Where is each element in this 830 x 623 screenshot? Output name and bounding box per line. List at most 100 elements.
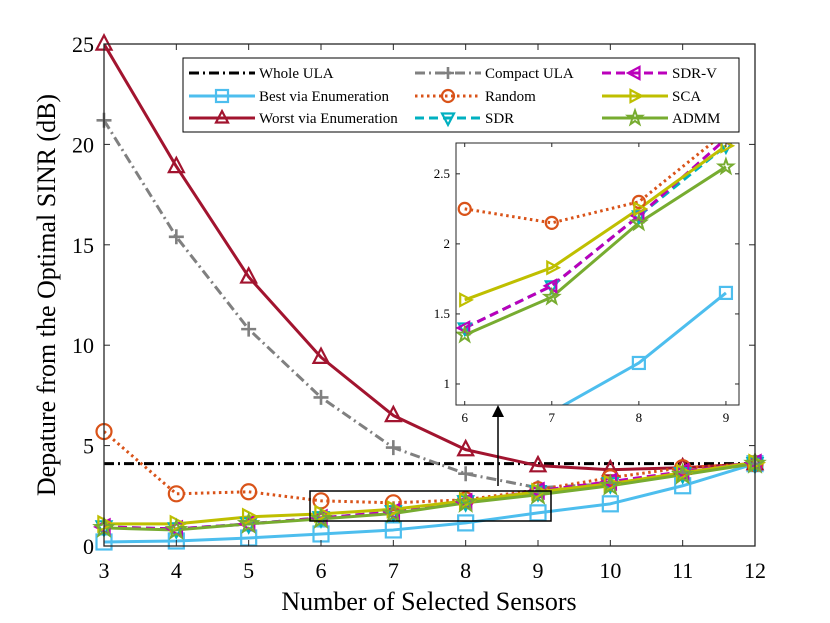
inset-y-tick-label: 2.5 <box>434 166 450 181</box>
inset-markers-group <box>456 143 736 405</box>
main-point-compact-ula-6 <box>313 389 329 405</box>
main-point-admm-6 <box>309 506 333 529</box>
inset-x-tick-label: 9 <box>723 410 730 425</box>
main-x-tick-label: 12 <box>744 558 766 583</box>
inset-point-admm-9 <box>715 156 736 176</box>
main-point-compact-ula-8 <box>458 466 474 482</box>
main-y-tick-label: 25 <box>72 32 94 57</box>
main-point-admm-11 <box>670 462 695 485</box>
main-point-admm-8 <box>453 490 478 513</box>
inset-series-line-random <box>464 143 715 225</box>
main-y-tick-label: 20 <box>72 132 94 157</box>
inset-y-tick-label: 1.5 <box>434 306 450 321</box>
main-x-tick-label: 8 <box>460 558 471 583</box>
inset-y-tick-label: 1 <box>444 376 451 391</box>
inset-x-tick-label: 6 <box>461 410 468 425</box>
inset-ticks: 6 7 8 9 1 1.5 2 2.5 <box>434 143 739 425</box>
inset-x-tick-label: 8 <box>636 410 643 425</box>
main-point-best-via-enumeration-8 <box>457 514 475 532</box>
main-series-line-sca <box>104 461 755 526</box>
inset-point-admm-8 <box>628 212 649 232</box>
main-point-worst-via-enumeration-9 <box>528 454 548 473</box>
inset-point-sca-8 <box>633 201 649 217</box>
main-point-random-4 <box>167 485 185 503</box>
main-point-compact-ula-7 <box>385 440 401 456</box>
zoom-region-box <box>309 490 552 522</box>
main-series-line-worst-via-enumeration <box>104 44 755 472</box>
main-x-tick-label: 9 <box>533 558 544 583</box>
inset-background <box>456 143 739 405</box>
zoom-arrow-head <box>492 405 504 417</box>
legend-marker-sdr <box>440 112 456 128</box>
inset-series-line-best-via-enumeration <box>561 291 727 405</box>
main-point-worst-via-enumeration-4 <box>167 155 186 174</box>
main-point-worst-via-enumeration-7 <box>384 404 403 423</box>
main-x-tick-label: 5 <box>243 558 254 583</box>
inset-axes-box <box>455 142 740 406</box>
legend-label-random: Random <box>485 89 536 105</box>
legend-label-best-via-enumeration: Best via Enumeration <box>259 89 389 105</box>
inset-series-group <box>464 143 727 405</box>
main-series-line-admm <box>104 462 755 532</box>
legend-marker-admm <box>624 107 646 127</box>
main-point-compact-ula-4 <box>168 229 184 245</box>
main-series-line-random <box>104 430 755 505</box>
main-y-tick-label: 10 <box>72 333 94 358</box>
inset-point-best-via-enumeration-8 <box>631 355 646 371</box>
main-x-tick-label: 6 <box>316 558 327 583</box>
y-axis-label: Depature from the Optimal SINR (dB) <box>32 94 61 496</box>
inset-series-line-admm <box>464 165 727 337</box>
main-point-admm-7 <box>381 501 406 524</box>
main-y-tick-label: 5 <box>83 434 94 459</box>
legend-label-admm: ADMM <box>672 111 720 127</box>
main-x-tick-label: 4 <box>171 558 182 583</box>
main-point-admm-9 <box>526 482 550 505</box>
main-point-sca-6 <box>314 504 332 524</box>
inset-point-sdr-v-7 <box>542 278 558 294</box>
main-point-random-5 <box>240 483 258 501</box>
legend-label-sca: SCA <box>672 89 701 105</box>
main-point-admm-10 <box>598 473 623 496</box>
x-axis-label: Number of Selected Sensors <box>281 587 576 616</box>
main-y-tick-label: 0 <box>83 534 94 559</box>
inset-point-best-via-enumeration-9 <box>718 285 734 301</box>
main-point-worst-via-enumeration-5 <box>239 265 258 284</box>
legend-label-compact-ula: Compact ULA <box>485 66 574 82</box>
inset-x-tick-label: 7 <box>549 410 556 425</box>
main-point-worst-via-enumeration-6 <box>311 346 331 364</box>
main-axes-box <box>103 43 756 547</box>
legend-marker-sdr-v <box>625 65 641 81</box>
legend-label-whole-ula: Whole ULA <box>259 66 334 82</box>
main-point-admm-5 <box>236 511 261 534</box>
inset-series-line-sca <box>464 144 727 302</box>
legend-marker-sca <box>629 88 645 104</box>
legend-label-worst-via-enumeration: Worst via Enumeration <box>259 111 398 127</box>
legend-marker-best-via-enumeration <box>214 88 230 104</box>
inset-point-random-8 <box>631 194 646 209</box>
main-series-group <box>104 44 755 544</box>
legend-marker-compact-ula <box>442 67 454 79</box>
inset-point-sca-6 <box>459 292 474 308</box>
legend: Whole ULA Best via Enumeration Worst via E… <box>182 57 740 133</box>
legend-label-sdr: SDR <box>485 111 514 127</box>
inset-point-sca-7 <box>546 259 562 276</box>
inset-point-admm-6 <box>456 324 475 344</box>
main-x-tick-label: 7 <box>388 558 399 583</box>
inset-plot: 6 7 8 9 1 1.5 2 2.5 <box>434 142 740 425</box>
inset-point-random-6 <box>457 201 472 216</box>
legend-label-sdr-v: SDR-V <box>672 66 717 82</box>
legend-marker-worst-via-enumeration <box>214 108 230 124</box>
main-point-worst-via-enumeration-8 <box>456 438 475 457</box>
main-series-line-best-via-enumeration <box>104 462 755 544</box>
main-x-tick-label: 10 <box>599 558 621 583</box>
main-x-tick-label: 11 <box>672 558 693 583</box>
main-y-tick-label: 15 <box>72 233 94 258</box>
inset-point-sca-9 <box>720 143 736 154</box>
inset-point-admm-7 <box>541 286 562 306</box>
inset-y-tick-label: 2 <box>444 236 451 251</box>
main-point-random-7 <box>384 494 402 512</box>
inset-point-random-7 <box>544 215 559 230</box>
